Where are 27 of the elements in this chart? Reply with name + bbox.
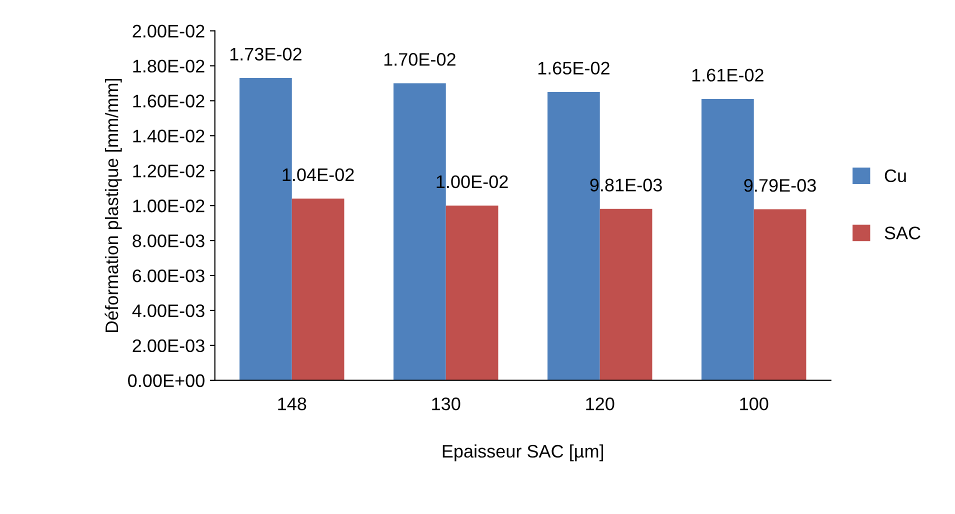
data-label: 1.61E-02 (692, 68, 764, 82)
bar (446, 206, 498, 380)
bar (754, 209, 806, 380)
x-tick-label: 100 (740, 398, 768, 410)
x-tick-label: 130 (432, 398, 460, 410)
y-tick-label: 1.80E-02 (133, 60, 204, 73)
data-label: 1.70E-02 (384, 53, 456, 66)
y-tick-label: 1.20E-02 (133, 164, 204, 178)
y-tick-label: 8.00E-03 (132, 234, 204, 248)
y-tick-label: 2.00E-02 (132, 24, 204, 38)
bar (292, 198, 344, 380)
x-axis-title: Epaisseur SAC [µm] (442, 444, 604, 462)
y-tick-label: 6.00E-03 (132, 269, 204, 282)
y-axis-title: Déformation plastique [mm/mm] (104, 78, 122, 332)
y-tick-label: 2.00E-03 (132, 339, 204, 352)
y-tick-label: 4.00E-03 (132, 304, 204, 318)
bar (600, 208, 652, 380)
x-tick-label: 120 (586, 398, 614, 410)
data-label: 1.65E-02 (538, 62, 610, 75)
y-tick-label: 1.00E-02 (133, 200, 204, 212)
y-tick-label: 0.00E+00 (128, 374, 204, 388)
data-label: 1.73E-02 (230, 48, 302, 61)
y-tick-label: 1.60E-02 (133, 94, 204, 108)
legend-label: SAC (884, 226, 920, 240)
x-tick-label: 148 (278, 398, 306, 410)
legend-label: Cu (884, 169, 906, 182)
y-tick-label: 1.40E-02 (133, 130, 204, 142)
